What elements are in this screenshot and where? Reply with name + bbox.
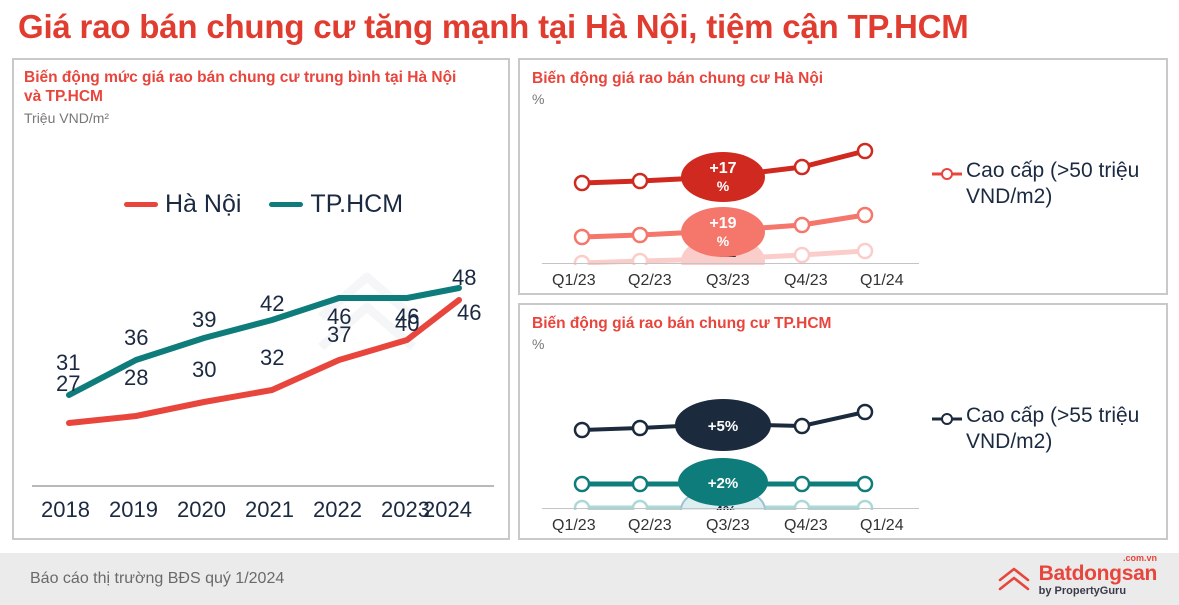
data-label-hanoi-2023: 40 — [395, 311, 420, 336]
annotation-value-trungcap: +2% — [708, 475, 738, 492]
series-line-hcmc — [66, 285, 462, 398]
series-line-hanoi — [66, 297, 462, 426]
x-axis-line — [542, 508, 919, 509]
panel-top-right-unit: % — [532, 91, 545, 107]
data-label-hanoi-2019: 28 — [124, 365, 149, 390]
batdongsan-house-icon — [998, 567, 1029, 591]
legend-line-marker-icon — [932, 168, 962, 180]
annotation-value-caocap: +5% — [708, 418, 738, 435]
legend-bottom-right: Cao cấp (>55 triệu VND/m2) — [932, 403, 1156, 455]
annotation-pct-trungcap: % — [717, 233, 730, 249]
x-tick-q4-23: Q4/23 — [784, 517, 828, 534]
logo-text: Batdongsan .com.vn by PropertyGuru — [1038, 554, 1158, 597]
annotation-value-caocap: +17 — [709, 160, 736, 177]
annotation-bubble-trungcap — [678, 458, 768, 506]
annotation-pct-caocap: % — [717, 178, 730, 194]
annotation-value-binhdan: -4% — [710, 503, 737, 510]
annotation-bubble-caocap — [681, 152, 765, 202]
data-label-hanoi-2018: 27 — [56, 371, 81, 396]
x-tick-q2-23: Q2/23 — [628, 272, 672, 289]
logo-name: Batdongsan — [1038, 562, 1158, 585]
x-axis-line — [32, 485, 494, 487]
data-label-hcmc-2020: 39 — [192, 307, 217, 332]
x-tick-2020: 2020 — [177, 497, 226, 522]
x-tick-q4-23: Q4/23 — [784, 272, 828, 289]
data-label-hanoi-2024: 46 — [457, 300, 482, 325]
panel-top-right-title: Biến động giá rao bán chung cư Hà Nội — [532, 70, 824, 87]
x-tick-q1-24: Q1/24 — [860, 272, 904, 289]
x-tick-2024: 2024 — [423, 497, 472, 522]
legend-label-caocap-55: Cao cấp (>55 triệu VND/m2) — [966, 404, 1140, 453]
legend-line-icon — [269, 202, 304, 207]
x-tick-2023: 2023 — [381, 497, 430, 522]
legend-line-icon — [124, 202, 158, 207]
data-label-hcmc-2023: 46 — [395, 304, 420, 329]
data-label-hanoi-2020: 30 — [192, 357, 217, 382]
x-tick-q1-23: Q1/23 — [552, 517, 596, 534]
legend-top-right: Cao cấp (>50 triệu VND/m2) — [932, 158, 1156, 210]
data-label-hanoi-2021: 32 — [260, 345, 285, 370]
annotation-bubble-caocap — [675, 399, 771, 451]
page-title: Giá rao bán chung cư tăng mạnh tại Hà Nộ… — [18, 8, 969, 45]
x-tick-2022: 2022 — [313, 497, 362, 522]
panel-left-unit: Triệu VND/m² — [24, 110, 110, 126]
x-tick-q1-23: Q1/23 — [552, 272, 596, 289]
x-tick-2019: 2019 — [109, 497, 158, 522]
brand-logo: Batdongsan .com.vn by PropertyGuru — [997, 554, 1158, 597]
data-label-hcmc-2018: 31 — [56, 350, 81, 375]
x-tick-q2-23: Q2/23 — [628, 517, 672, 534]
legend-label-caocap-50: Cao cấp (>50 triệu VND/m2) — [966, 159, 1140, 208]
watermark-logo-icon — [318, 272, 416, 351]
panel-average-price: Biến động mức giá rao bán chung cư trung… — [12, 58, 510, 540]
data-label-hcmc-2021: 42 — [260, 291, 285, 316]
legend-item-hanoi: Hà Nội — [124, 190, 241, 219]
x-tick-q3-23: Q3/23 — [706, 272, 750, 289]
x-tick-2021: 2021 — [245, 497, 294, 522]
legend-label-hanoi: Hà Nội — [165, 190, 242, 218]
legend-label-hcmc: TP.HCM — [310, 190, 404, 218]
logo-subtitle: by PropertyGuru — [1038, 585, 1127, 597]
legend-left-chart: Hà Nội TP.HCM — [124, 190, 403, 219]
x-axis-line — [542, 263, 919, 264]
footer-report-label: Báo cáo thị trường BĐS quý 1/2024 — [30, 570, 285, 587]
data-label-hcmc-2022: 46 — [327, 304, 352, 329]
legend-line-marker-icon — [932, 413, 962, 425]
legend-item-hcmc: TP.HCM — [269, 190, 403, 219]
footer-bar: Báo cáo thị trường BĐS quý 1/2024 Batdon… — [0, 553, 1179, 605]
panel-left-title: Biến động mức giá rao bán chung cư trung… — [24, 69, 457, 105]
left-line-chart-plot — [66, 285, 462, 426]
panel-price-change-hanoi: Biến động giá rao bán chung cư Hà Nội % — [518, 58, 1168, 295]
annotation-bubble-trungcap — [681, 207, 765, 257]
panel-bottom-right-unit: % — [532, 336, 545, 352]
data-label-hcmc-2024: 48 — [452, 265, 477, 290]
logo-tld: .com.vn — [1122, 553, 1157, 563]
x-tick-q3-23: Q3/23 — [706, 517, 750, 534]
hanoi-change-plot: +11 % +19 % +17 % — [573, 142, 874, 265]
data-label-hcmc-2019: 36 — [124, 325, 149, 350]
x-tick-2018: 2018 — [41, 497, 90, 522]
panel-bottom-right-title: Biến động giá rao bán chung cư TP.HCM — [532, 315, 832, 332]
panel-price-change-hcmc: Biến động giá rao bán chung cư TP.HCM % — [518, 303, 1168, 540]
data-label-hanoi-2022: 37 — [327, 322, 352, 347]
hcmc-change-plot: -4% +2% +5% — [573, 399, 874, 510]
annotation-value-trungcap: +19 — [709, 215, 736, 232]
x-tick-q1-24: Q1/24 — [860, 517, 904, 534]
